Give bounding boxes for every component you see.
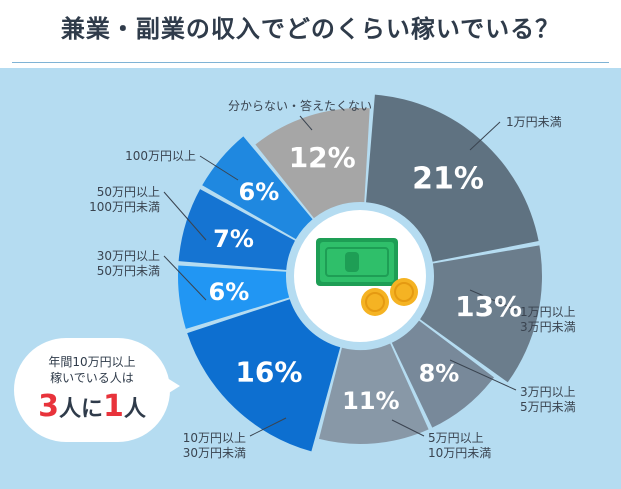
callout-line-1: 年間10万円以上: [48, 355, 136, 369]
leader-line-8: [199, 155, 239, 181]
donut-slice-5: [187, 299, 341, 452]
leader-line-2: [469, 289, 517, 311]
callout-mid-text: 人に: [58, 397, 103, 422]
category-label-5: 10万円以上 30万円未満: [183, 431, 246, 460]
donut-slice-3: [391, 320, 494, 428]
slice-value-label-9: 12%: [289, 141, 356, 174]
slice-value-label-4: 11%: [342, 387, 399, 415]
slice-value-label-5: 16%: [235, 356, 302, 389]
donut-slice-9: [255, 108, 370, 219]
leader-line-6: [163, 255, 207, 301]
slice-value-label-6: 6%: [209, 278, 250, 306]
leader-line-3: [449, 359, 517, 391]
category-label-4: 5万円以上 10万円未満: [428, 431, 491, 460]
category-label-2: 1万円以上 3万円未満: [520, 305, 576, 334]
callout-ratio: 3人に1人: [14, 392, 170, 425]
leader-line-7: [163, 191, 207, 241]
category-label-6: 30万円以上 50万円未満: [97, 249, 160, 278]
callout-end-text: 人: [123, 397, 146, 422]
slice-value-label-7: 7%: [213, 225, 254, 253]
page-title: 兼業・副業の収入でどのくらい稼いでいる？: [60, 15, 561, 43]
slice-value-label-2: 13%: [455, 290, 522, 323]
category-label-3: 3万円以上 5万円未満: [520, 385, 576, 414]
money-with-coins-icon: [294, 210, 426, 342]
donut-slice-1: [366, 94, 539, 262]
callout-number-3: 3: [38, 389, 59, 424]
title-divider: [12, 62, 609, 63]
donut-slice-2: [420, 245, 542, 383]
slice-value-label-1: 21%: [412, 161, 484, 196]
slice-value-label-8: 6%: [239, 178, 280, 206]
category-label-1: 1万円未満: [506, 115, 562, 129]
donut-slice-8: [202, 136, 313, 240]
donut-slice-7: [178, 189, 295, 270]
leader-line-1: [469, 121, 501, 151]
category-label-9: 分からない・答えたくない: [228, 98, 372, 113]
slice-value-label-3: 8%: [419, 360, 460, 388]
callout-number-1: 1: [103, 389, 124, 424]
donut-slice-6: [178, 265, 290, 329]
callout-tail: [164, 376, 180, 396]
callout-bubble: 年間10万円以上 稼いでいる人は 3人に1人: [14, 338, 170, 442]
category-label-7: 50万円以上 100万円未満: [89, 185, 160, 214]
donut-slice-4: [319, 343, 429, 444]
leader-line-5: [249, 417, 287, 437]
leader-line-9: [299, 115, 313, 131]
leader-line-4: [391, 419, 425, 437]
callout-line-2: 稼いでいる人は: [50, 371, 134, 385]
category-label-8: 100万円以上: [125, 149, 196, 163]
